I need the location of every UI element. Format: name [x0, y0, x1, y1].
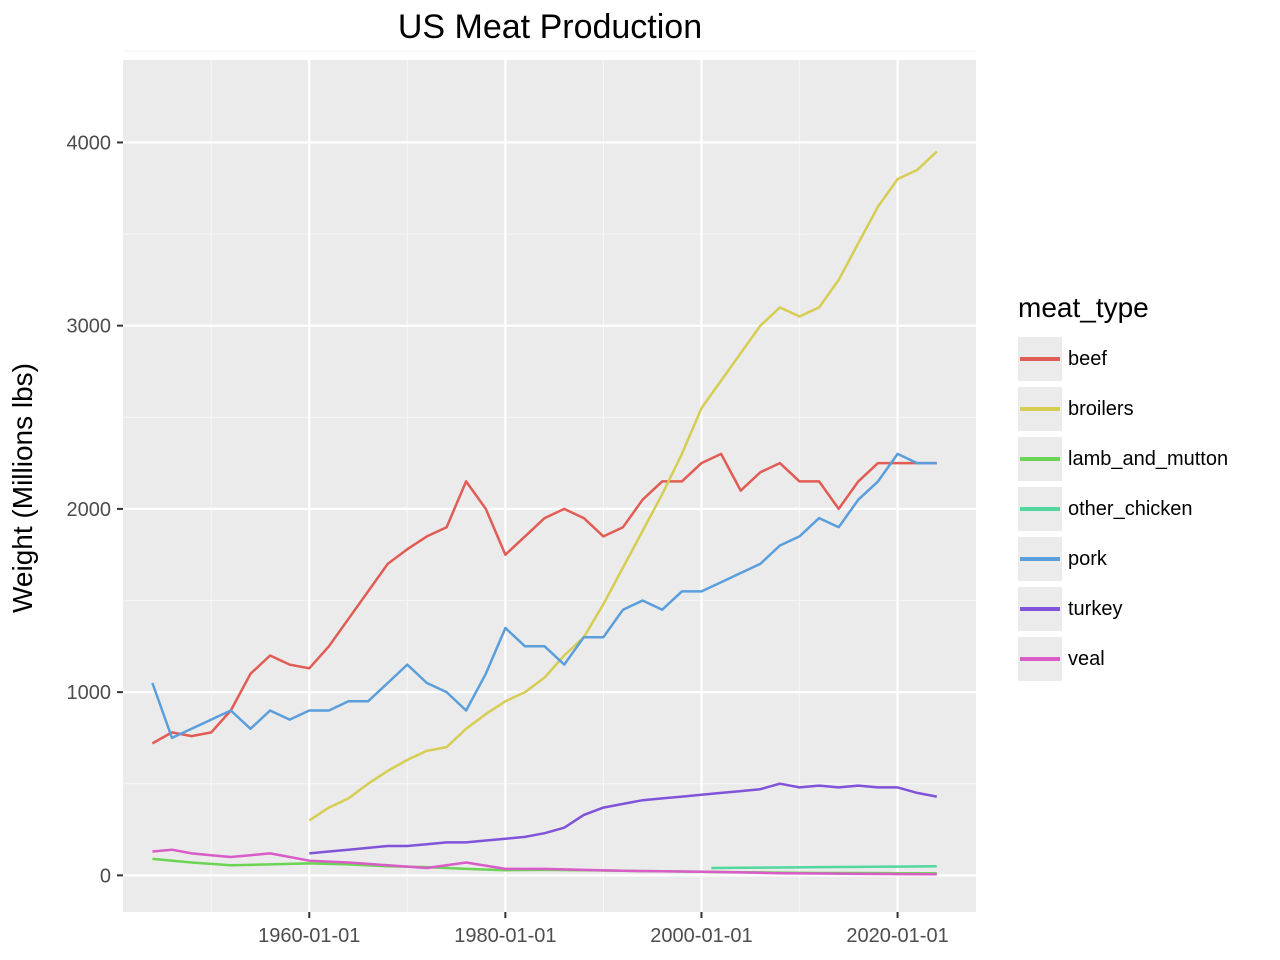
- legend-item-broilers: broilers: [1018, 384, 1268, 434]
- x-tick-label: 1980-01-01: [454, 925, 556, 947]
- legend-item-lamb-and-mutton: lamb_and_mutton: [1018, 434, 1268, 484]
- legend-key: [1018, 387, 1062, 431]
- legend-swatch: [1020, 507, 1060, 511]
- legend-swatch: [1020, 607, 1060, 611]
- series-line-pork: [151, 452, 937, 740]
- y-tick-label: 0: [100, 865, 111, 887]
- y-tick-label: 1000: [67, 682, 112, 704]
- legend-label: other_chicken: [1068, 497, 1193, 520]
- series-line-other-chicken: [711, 864, 937, 870]
- legend-label: beef: [1068, 347, 1107, 370]
- x-tick-label: 2000-01-01: [650, 925, 752, 947]
- legend-label: veal: [1068, 647, 1105, 670]
- legend-label: pork: [1068, 547, 1107, 570]
- legend-key: [1018, 587, 1062, 631]
- chart-title: US Meat Production: [398, 8, 702, 46]
- series-line-broilers: [308, 150, 938, 822]
- x-tick-label: 2020-01-01: [846, 925, 948, 947]
- grid-lines: [123, 50, 976, 912]
- axes: 0 1000 2000 3000 4000 1960-01-01 1980-01-01 200…: [67, 132, 949, 947]
- legend-item-turkey: turkey: [1018, 584, 1268, 634]
- x-tick-label: 1960-01-01: [258, 925, 360, 947]
- legend-key: [1018, 537, 1062, 581]
- legend-item-beef: beef: [1018, 334, 1268, 384]
- legend-item-pork: pork: [1018, 534, 1268, 584]
- legend-label: turkey: [1068, 597, 1123, 620]
- legend-key: [1018, 637, 1062, 681]
- y-tick-label: 2000: [67, 499, 112, 521]
- y-axis-label: Weight (Millions lbs): [7, 363, 38, 613]
- legend-title: meat_type: [1018, 292, 1149, 323]
- legend-swatch: [1020, 407, 1060, 411]
- legend-key: [1018, 437, 1062, 481]
- legend-key: [1018, 337, 1062, 381]
- legend-label: broilers: [1068, 397, 1134, 420]
- series-line-turkey: [309, 782, 938, 855]
- legend-swatch: [1020, 457, 1060, 461]
- legend-key: [1018, 487, 1062, 531]
- legend-swatch: [1020, 657, 1060, 661]
- legend-item-other-chicken: other_chicken: [1018, 484, 1268, 534]
- legend-swatch: [1020, 357, 1060, 361]
- series-layer: [151, 150, 938, 876]
- legend-swatch: [1020, 557, 1060, 561]
- legend-item-veal: veal: [1018, 634, 1268, 684]
- series-line-beef: [151, 452, 937, 745]
- series-line-veal: [152, 848, 937, 876]
- y-tick-label: 3000: [67, 316, 112, 338]
- y-tick-label: 4000: [67, 132, 112, 154]
- plot-panel: [123, 60, 976, 912]
- legend-label: lamb_and_mutton: [1068, 447, 1229, 470]
